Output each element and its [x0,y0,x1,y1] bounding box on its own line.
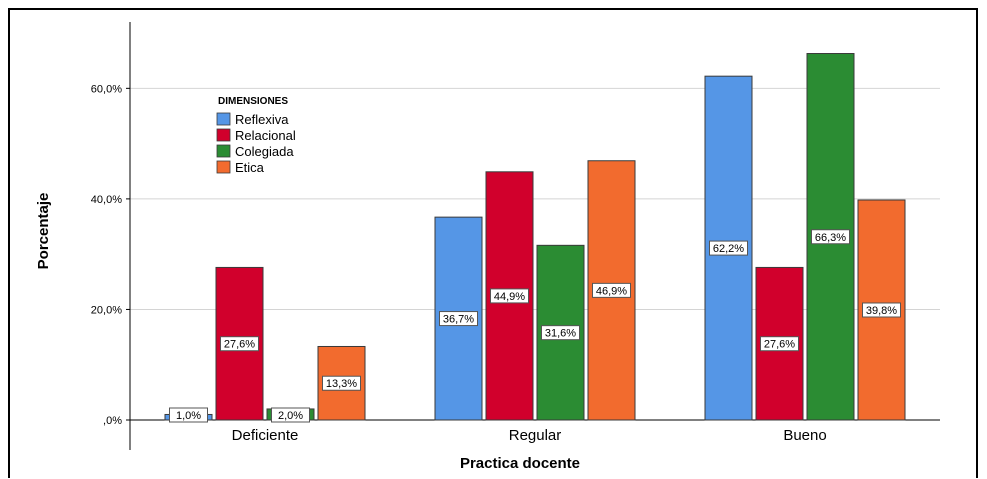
data-label: 39,8% [866,305,897,317]
y-tick-label: 20,0% [91,304,122,316]
data-label-box [490,288,529,304]
data-label-box [709,240,748,256]
legend-entry-etica: Etica [235,160,265,175]
x-axis-label: Practica docente [460,455,580,472]
data-label: 36,7% [443,314,474,326]
y-tick-label: 40,0% [91,194,122,206]
legend-swatch-relacional [216,128,231,142]
legend: DIMENSIONES ReflexivaRelacionalColegiada… [216,96,296,175]
data-labels: 1,0% 27,6% 2,0% 13,3% 36,7% 44,9% 31,6% 46,9% 62… [169,229,901,423]
chart-frame [8,8,978,478]
data-label-box [862,302,901,318]
x-tick-label: Deficiente [232,427,299,444]
data-label-box [592,282,631,298]
x-tick-label: Bueno [783,427,826,444]
data-label: 31,6% [545,328,576,340]
legend-swatch-etica [216,160,231,174]
legend-entry-reflexiva: Reflexiva [235,112,289,127]
y-tick-label: 60,0% [91,83,122,95]
data-label-box [169,407,208,423]
data-label: 2,0% [278,410,303,422]
data-label-box [271,407,310,423]
y-tick-label: ,0% [103,415,122,427]
data-label-box [439,311,478,327]
data-label-box [541,325,580,341]
legend-swatch-reflexiva [216,112,231,126]
data-label: 44,9% [494,291,525,303]
gridlines [130,87,940,310]
data-label: 27,6% [764,339,795,351]
legend-title: DIMENSIONES [218,96,288,107]
data-label: 66,3% [815,232,846,244]
data-label: 62,2% [713,243,744,255]
x-tick-label: Regular [509,427,562,444]
data-label-box [811,229,850,245]
bars [164,53,906,421]
legend-swatch-colegiada [216,144,231,158]
data-label-box [220,336,259,352]
data-label: 1,0% [176,410,201,422]
data-label: 27,6% [224,339,255,351]
data-label: 46,9% [596,285,627,297]
legend-entry-colegiada: Colegiada [235,144,294,159]
y-axis-label: Porcentaje [35,193,52,270]
legend-entry-relacional: Relacional [235,128,296,143]
data-label-box [760,336,799,352]
axes: ,0% 20,0% 40,0% 60,0% Deficiente Regular Bueno [91,22,940,450]
data-label: 13,3% [326,378,357,390]
data-label-box [322,375,361,391]
